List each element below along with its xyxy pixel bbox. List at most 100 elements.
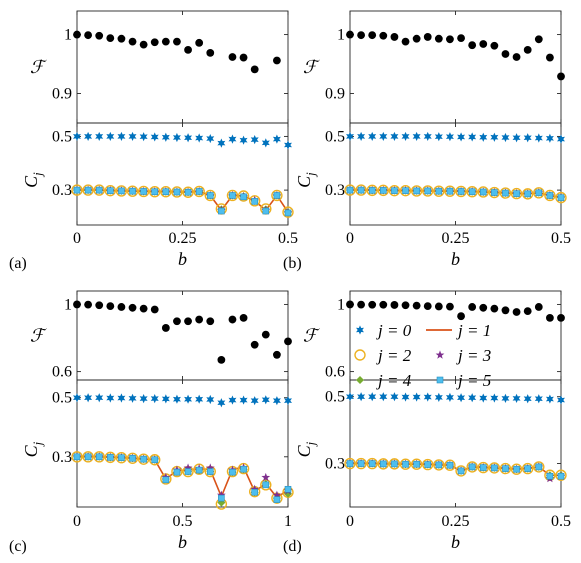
series-point-j5: [240, 193, 247, 201]
series-point-j5: [513, 190, 520, 197]
series-point-j5: [357, 460, 365, 467]
series-point-j5: [184, 468, 192, 475]
fidelity-point: [490, 304, 499, 313]
series-point-j2: [455, 465, 467, 477]
series-point-j5: [229, 468, 236, 476]
series-point-j5: [195, 188, 203, 195]
series-point-j0: [239, 135, 248, 145]
series-point-j5: [535, 463, 543, 471]
fidelity-point: [261, 330, 270, 339]
series-point-j2: [344, 184, 356, 196]
series-point-j5: [413, 460, 420, 468]
panel-label: (d): [283, 538, 302, 555]
series-point-j0: [501, 393, 510, 403]
x-tick-label: 0.25: [169, 230, 197, 247]
series-point-j2: [126, 185, 139, 197]
y-tick-label: 0.5: [52, 128, 72, 145]
series-point-j5: [140, 455, 147, 463]
series-point-j0: [172, 394, 181, 404]
y-tick-label: 0.5: [325, 128, 345, 145]
legend: j = 0 j = 1 j = 2 j = 3 j = 4 j = 5: [354, 321, 491, 390]
x-tick-label: 0: [346, 230, 354, 247]
series-point-j2: [444, 459, 456, 471]
series-point-j2: [522, 462, 534, 475]
series-point-j5: [357, 186, 365, 194]
series-point-j0: [457, 393, 466, 403]
series-point-j0: [368, 392, 377, 402]
series-point-j0: [250, 135, 259, 145]
series-point-j0: [523, 394, 532, 404]
series-point-j0: [412, 131, 421, 142]
y-tick-label: 1: [64, 27, 72, 44]
series-point-j2: [488, 462, 501, 474]
series-point-j5: [546, 192, 554, 199]
series-point-j5: [106, 187, 114, 194]
series-point-j3: [261, 472, 271, 482]
series-point-j2: [455, 185, 467, 198]
cj-subscript: j: [303, 172, 318, 178]
fidelity-point: [401, 301, 410, 310]
fidelity-point: [523, 307, 532, 316]
fidelity-point: [346, 300, 354, 309]
cj-axis-label: Cj: [21, 441, 45, 457]
series-point-j5: [557, 472, 565, 480]
series-point-j2: [82, 184, 94, 196]
fidelity-point: [195, 315, 204, 324]
x-axis-label: b: [451, 249, 460, 269]
fidelity-point: [423, 33, 432, 41]
fidelity-point: [273, 56, 281, 65]
series-point-j5: [424, 187, 432, 195]
cj-axis-label: Cj: [21, 172, 45, 188]
series-point-j2: [410, 458, 423, 470]
series-point-j0: [423, 131, 432, 142]
fidelity-axis-label: ℱ: [30, 326, 47, 346]
series-point-j2: [433, 185, 445, 197]
series-point-j5: [107, 454, 114, 461]
cj-subscript: j: [30, 441, 45, 447]
series-point-j5: [273, 192, 281, 199]
fidelity-point: [184, 317, 192, 326]
series-point-j0: [401, 131, 410, 142]
series-point-j2: [366, 457, 378, 470]
panel-label: (c): [9, 538, 27, 555]
series-point-j5: [273, 496, 281, 503]
series-point-j0: [284, 140, 292, 150]
fidelity-point: [423, 302, 432, 311]
y-tick-label: 0.3: [52, 182, 72, 199]
series-point-j3: [183, 463, 193, 472]
fidelity-point: [239, 313, 248, 322]
series-point-j5: [251, 488, 258, 496]
series-point-j0: [128, 131, 137, 142]
series-point-j2: [171, 186, 183, 198]
fidelity-point: [368, 300, 377, 309]
series-point-j0: [228, 395, 237, 405]
fidelity-point: [228, 53, 237, 61]
fidelity-point: [457, 34, 465, 43]
fidelity-point: [512, 308, 521, 316]
series-point-j5: [173, 188, 181, 196]
series-point-j0: [195, 133, 204, 143]
series-point-j5: [118, 187, 125, 195]
series-point-j0: [184, 394, 193, 404]
series-point-j2: [388, 458, 401, 470]
fidelity-point: [401, 37, 410, 46]
series-point-j2: [388, 184, 401, 197]
series-point-j2: [260, 479, 272, 491]
series-point-j2: [499, 462, 512, 475]
fidelity-point: [161, 324, 170, 332]
series-point-j2: [533, 461, 545, 473]
fidelity-point: [73, 300, 81, 309]
series-point-j0: [346, 131, 354, 142]
x-tick-label: 0.25: [442, 513, 470, 530]
x-axis-label: b: [451, 532, 460, 552]
legend-label-j4: j = 4: [376, 371, 412, 390]
series-point-j5: [206, 468, 214, 475]
series-point-j5: [284, 485, 292, 493]
series-point-j5: [151, 456, 159, 464]
series-point-j0: [206, 394, 215, 405]
fidelity-point: [534, 303, 543, 311]
x-tick-label: 0.5: [551, 230, 571, 247]
series-point-j2: [93, 451, 105, 463]
panel-1: 0.9 1ℱ 0.3 0.5 0 0.25 0.5 Cj b (b): [283, 10, 571, 272]
